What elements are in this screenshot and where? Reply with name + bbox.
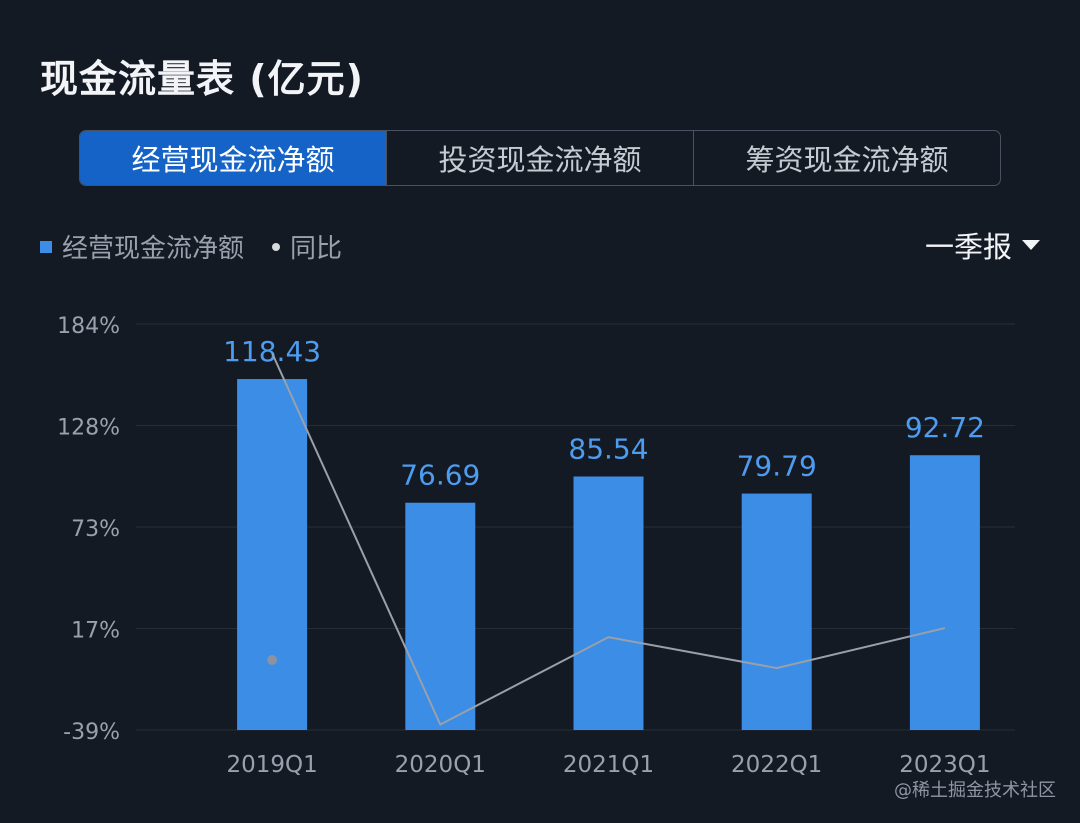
cashflow-tabs: 经营现金流净额 投资现金流净额 筹资现金流净额: [79, 130, 1001, 186]
bar-value-label: 92.72: [905, 411, 985, 444]
legend-bar-label: 经营现金流净额: [62, 234, 245, 264]
x-tick-label: 2019Q1: [226, 752, 317, 778]
period-selector[interactable]: 一季报: [925, 224, 1040, 266]
tab-investing-cashflow[interactable]: 投资现金流净额: [386, 131, 693, 185]
x-tick-label: 2020Q1: [395, 752, 486, 778]
chart-legend: 经营现金流净额 同比: [40, 228, 342, 265]
bar: [405, 502, 476, 730]
tab-financing-cashflow[interactable]: 筹资现金流净额: [693, 131, 1000, 185]
y-tick-label: -39%: [63, 720, 120, 745]
bar-legend-swatch-icon: [40, 240, 52, 253]
y-tick-label: 184%: [57, 314, 120, 339]
x-tick-label: 2023Q1: [899, 752, 990, 778]
y-tick-label: 73%: [71, 517, 120, 542]
period-selector-label: 一季报: [924, 230, 1012, 264]
x-tick-label: 2022Q1: [731, 752, 822, 778]
caret-down-icon: [1022, 240, 1040, 250]
page-title: 现金流量表 (亿元): [40, 57, 364, 101]
bar-value-label: 85.54: [568, 433, 648, 466]
yoy-marker-dot: [267, 655, 278, 665]
bar-value-label: 76.69: [400, 459, 480, 492]
tab-operating-cashflow[interactable]: 经营现金流净额: [80, 131, 386, 185]
bar: [237, 379, 308, 730]
line-legend-dot-icon: [272, 242, 281, 251]
watermark: @稀土掘金技术社区: [894, 780, 1056, 801]
x-tick-label: 2021Q1: [563, 752, 654, 778]
y-tick-label: 17%: [71, 619, 120, 644]
y-tick-label: 128%: [57, 416, 120, 441]
bar-value-label: 118.43: [223, 335, 321, 368]
bar: [909, 455, 980, 730]
bar: [573, 476, 644, 730]
bar-value-label: 79.79: [737, 450, 817, 483]
legend-line-label: 同比: [290, 234, 343, 264]
bar: [741, 493, 812, 730]
